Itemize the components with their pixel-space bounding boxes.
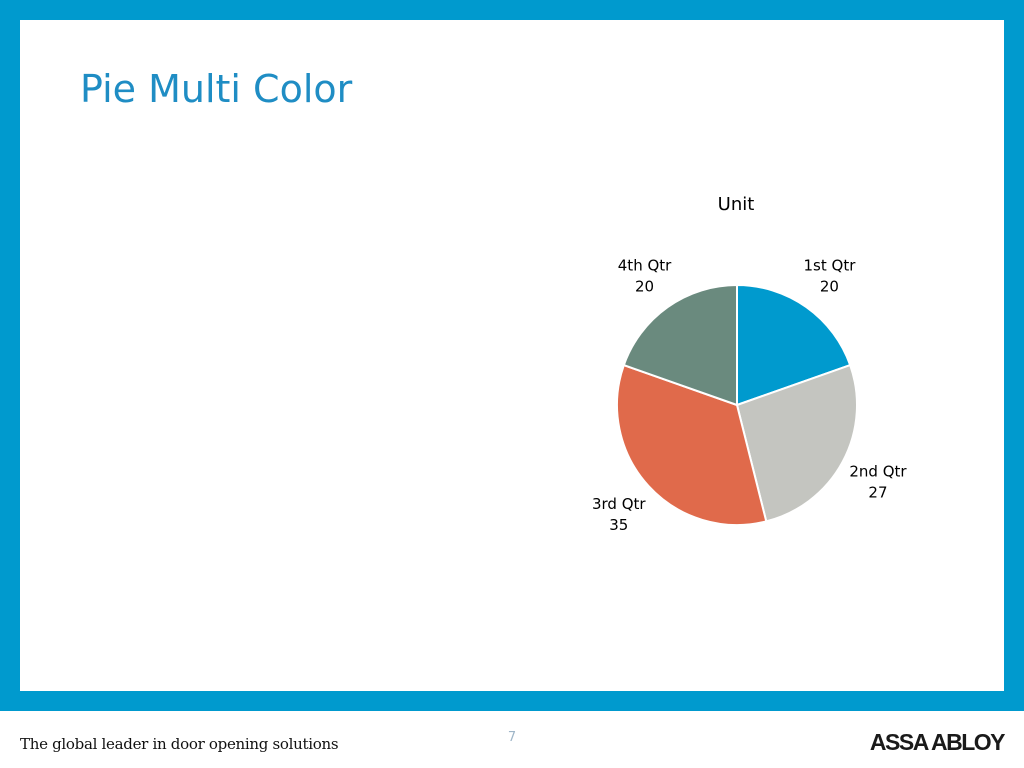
pie-slice-3rd-qtr [616,363,768,526]
data-label-category: 4th Qtr [618,256,672,274]
data-label-4th-qtr: 4th Qtr 20 [618,256,672,295]
brand-logo: ASSA ABLOY [869,729,1006,755]
data-label-value: 35 [609,516,628,534]
slide-footer: The global leader in door opening soluti… [0,711,1024,768]
data-label-category: 2nd Qtr [849,463,907,481]
data-label-2nd-qtr: 2nd Qtr 27 [849,463,907,502]
footer-tagline: The global leader in door opening soluti… [20,735,339,753]
slide-title: Pie Multi Color [80,67,353,111]
data-label-1st-qtr: 1st Qtr 20 [804,256,857,295]
pie-slice-2nd-qtr [735,363,858,523]
pie-slices [616,283,858,526]
data-label-3rd-qtr: 3rd Qtr 35 [592,495,646,534]
data-label-value: 20 [635,277,654,295]
chart-title: Unit [718,194,755,215]
page-number: 7 [507,730,517,745]
data-label-category: 1st Qtr [804,256,857,274]
data-label-value: 20 [820,277,839,295]
pie-data-labels: 1st Qtr 20 2nd Qtr 27 3rd Qtr 35 4th Qtr 20 [592,256,907,533]
data-label-category: 3rd Qtr [592,495,646,513]
data-label-value: 27 [868,484,887,502]
pie-slice-4th-qtr [622,283,738,407]
